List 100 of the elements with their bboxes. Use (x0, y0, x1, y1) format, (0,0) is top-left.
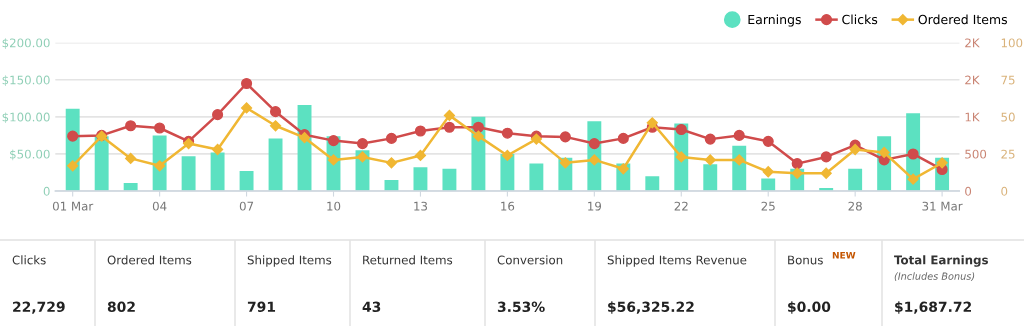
legend-label: Ordered Items (918, 14, 1008, 25)
y-tick-label: $150.00 (2, 75, 50, 87)
y3-tick-label: 0 (1001, 186, 1008, 196)
point (733, 154, 745, 166)
text: Shipped Items Revenue (607, 255, 747, 267)
point (241, 77, 253, 90)
legend-label: Clicks (842, 14, 878, 25)
bar (761, 178, 776, 192)
point (849, 143, 861, 156)
legend-label: Earnings (748, 14, 801, 27)
point (704, 154, 716, 166)
y-tick-label: 0 (43, 186, 50, 196)
point (414, 149, 427, 162)
point (675, 123, 687, 136)
bar (413, 167, 428, 192)
y2-tick-label: 2K (965, 75, 980, 85)
point (269, 120, 282, 132)
bar (848, 168, 863, 192)
point (472, 121, 484, 133)
point (936, 157, 948, 169)
text: Shipped Items (247, 255, 332, 267)
y-tick-label: $200.00 (2, 38, 50, 49)
point (240, 102, 253, 114)
point (559, 157, 571, 169)
text: NEW (832, 251, 856, 259)
point (327, 135, 340, 147)
point (501, 127, 513, 139)
text: 3.53% (497, 301, 545, 313)
text: 43 (362, 301, 381, 313)
point (356, 138, 369, 150)
text: $0.00 (788, 301, 831, 314)
point (356, 151, 369, 163)
point (878, 146, 890, 159)
x-tick-label: 25 (761, 201, 775, 211)
point (588, 154, 600, 166)
point (443, 109, 456, 121)
point (907, 148, 919, 160)
point (212, 109, 224, 121)
bar (703, 164, 718, 192)
text: (Includes Bonus) (894, 272, 975, 281)
point (791, 167, 803, 179)
point (501, 149, 513, 162)
point (385, 132, 398, 144)
x-tick-label: 04 (152, 201, 167, 211)
point (646, 117, 658, 129)
point (125, 152, 137, 165)
text: 22,729 (13, 301, 65, 314)
point (472, 130, 485, 142)
bar (268, 138, 283, 192)
text: $56,325.22 (608, 301, 694, 314)
text: Ordered Items (107, 255, 192, 265)
x-tick-label: 16 (501, 201, 515, 211)
y2-tick-label: 2K (965, 38, 980, 48)
y2-tick-label: 1K (965, 112, 980, 122)
point (385, 157, 398, 169)
bar (181, 156, 196, 192)
y2-tick-label: 500 (965, 149, 987, 159)
point (327, 154, 340, 166)
point (907, 173, 919, 185)
bar (645, 176, 660, 192)
bar (94, 136, 109, 192)
y-tick-label: $100.00 (2, 112, 50, 124)
point (791, 158, 803, 170)
point (67, 160, 79, 172)
point (211, 143, 224, 156)
x-tick-label: 19 (588, 201, 602, 211)
bar (442, 168, 457, 192)
y3-tick-label: 50 (1001, 112, 1015, 122)
text: $1,687.72 (895, 301, 971, 314)
point (820, 151, 832, 163)
y2-tick-label: 0 (965, 186, 972, 196)
point (414, 125, 427, 137)
x-tick-label: 31 Mar (922, 201, 963, 211)
point (559, 131, 571, 143)
y-tick-label: $50.00 (10, 149, 50, 161)
x-tick-label: 10 (327, 201, 341, 211)
text: 791 (247, 301, 276, 313)
text: Conversion (497, 255, 563, 265)
x-tick-label: 07 (239, 201, 254, 211)
point (617, 132, 629, 144)
x-tick-label: 22 (674, 201, 688, 211)
text: 802 (107, 301, 135, 313)
point (675, 151, 687, 163)
y3-tick-label: 75 (1001, 75, 1015, 85)
point (617, 163, 629, 175)
text: Returned Items (363, 255, 453, 265)
point (125, 120, 137, 132)
point (269, 106, 282, 118)
x-tick-label: 13 (414, 201, 428, 211)
text: Bonus (788, 255, 823, 265)
text: Clicks (12, 255, 46, 265)
bar (239, 171, 254, 192)
point (762, 135, 774, 147)
x-tick-label: 01 Mar (52, 201, 94, 211)
bar (210, 152, 225, 192)
point (154, 122, 166, 134)
point (762, 166, 774, 178)
text: Total Earnings (894, 255, 988, 267)
point (704, 133, 716, 145)
point (443, 121, 455, 133)
